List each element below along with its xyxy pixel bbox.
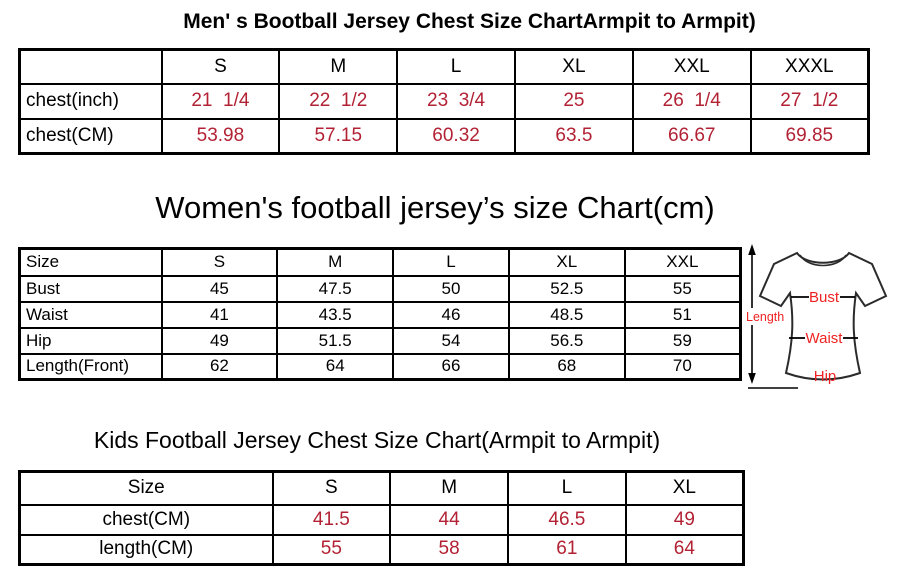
column-header: XXL xyxy=(631,48,752,85)
size-value: 46.5 xyxy=(507,503,627,536)
size-value: 27 1/2 xyxy=(749,82,870,120)
size-value: 64 xyxy=(624,533,745,566)
size-value: 41 xyxy=(160,300,279,329)
size-value: 21 1/4 xyxy=(160,82,281,120)
size-value: 69.85 xyxy=(749,117,870,155)
size-value: 50 xyxy=(392,274,510,303)
table-header-row: Size S M L XL xyxy=(18,470,745,506)
row-label: length(CM) xyxy=(18,533,274,566)
size-value: 41.5 xyxy=(271,503,392,536)
size-value: 52.5 xyxy=(507,274,626,303)
size-value: 64 xyxy=(276,352,395,381)
women-chart-title: Women's football jersey’s size Chart(cm) xyxy=(155,190,715,225)
row-label: Bust xyxy=(18,274,163,303)
size-value: 46 xyxy=(392,300,510,329)
size-value: 54 xyxy=(392,326,510,355)
size-value: 25 xyxy=(513,82,634,120)
row-label: Hip xyxy=(18,326,163,355)
column-header: L xyxy=(396,48,516,85)
table-header-row: S M L XL XXL XXXL xyxy=(18,48,870,85)
women-size-table: Size S M L XL XXL Bust 45 47.5 50 52.5 5… xyxy=(18,247,742,381)
table-row: Hip 49 51.5 54 56.5 59 xyxy=(18,326,742,355)
table-header-row: Size S M L XL XXL xyxy=(18,247,742,277)
size-value: 51.5 xyxy=(276,326,395,355)
size-value: 49 xyxy=(624,503,745,536)
column-header: M xyxy=(389,470,509,506)
size-value: 23 3/4 xyxy=(396,82,516,120)
row-label: Length(Front) xyxy=(18,352,163,381)
size-value: 47.5 xyxy=(276,274,395,303)
column-header: M xyxy=(278,48,399,85)
size-value: 57.15 xyxy=(278,117,399,155)
row-label: chest(inch) xyxy=(18,82,163,120)
table-row: chest(CM) 53.98 57.15 60.32 63.5 66.67 6… xyxy=(18,117,870,155)
length-label: Length xyxy=(746,310,784,324)
bust-label: Bust xyxy=(809,289,840,306)
size-value: 55 xyxy=(623,274,742,303)
size-value: 63.5 xyxy=(513,117,634,155)
size-value: 56.5 xyxy=(507,326,626,355)
size-value: 66.67 xyxy=(631,117,752,155)
column-header xyxy=(18,48,163,85)
kids-chart-title: Kids Football Jersey Chest Size Chart(Ar… xyxy=(93,427,661,453)
size-value: 26 1/4 xyxy=(631,82,752,120)
table-row: chest(inch) 21 1/4 22 1/2 23 3/4 25 26 1… xyxy=(18,82,870,120)
size-value: 43.5 xyxy=(276,300,395,329)
row-label: chest(CM) xyxy=(18,503,274,536)
size-value: 62 xyxy=(160,352,279,381)
row-label: chest(CM) xyxy=(18,117,163,155)
column-header: XL xyxy=(624,470,745,506)
size-value: 49 xyxy=(160,326,279,355)
size-value: 58 xyxy=(389,533,509,566)
men-chart-title: Men' s Bootball Jersey Chest Size ChartA… xyxy=(183,10,756,33)
size-value: 45 xyxy=(160,274,279,303)
column-header: M xyxy=(276,247,395,277)
size-value: 61 xyxy=(507,533,627,566)
column-header: L xyxy=(392,247,510,277)
row-label: Waist xyxy=(18,300,163,329)
size-value: 70 xyxy=(623,352,742,381)
column-header: L xyxy=(507,470,627,506)
length-arrow xyxy=(745,244,787,384)
size-value: 55 xyxy=(271,533,392,566)
size-value: 44 xyxy=(389,503,509,536)
size-value: 66 xyxy=(392,352,510,381)
column-header: XXXL xyxy=(749,48,870,85)
size-value: 60.32 xyxy=(396,117,516,155)
table-row: Bust 45 47.5 50 52.5 55 xyxy=(18,274,742,303)
table-row: chest(CM) 41.5 44 46.5 49 xyxy=(18,503,745,536)
size-value: 59 xyxy=(623,326,742,355)
size-value: 51 xyxy=(623,300,742,329)
size-value: 48.5 xyxy=(507,300,626,329)
column-header: S xyxy=(160,247,279,277)
tshirt-diagram: Bust Waist Hip Length xyxy=(745,244,888,389)
waist-label: Waist xyxy=(806,330,844,347)
column-header: S xyxy=(160,48,281,85)
table-row: Length(Front) 62 64 66 68 70 xyxy=(18,352,742,381)
collar-inner-line xyxy=(799,254,847,267)
column-header: XL xyxy=(513,48,634,85)
men-size-table: S M L XL XXL XXXL chest(inch) 21 1/4 22 … xyxy=(18,48,870,155)
size-value: 22 1/2 xyxy=(278,82,399,120)
size-value: 68 xyxy=(507,352,626,381)
column-header: Size xyxy=(18,470,274,506)
size-value: 53.98 xyxy=(160,117,281,155)
column-header: XL xyxy=(507,247,626,277)
kids-size-table: Size S M L XL chest(CM) 41.5 44 46.5 49 … xyxy=(18,470,745,566)
column-header: Size xyxy=(18,247,163,277)
column-header: S xyxy=(271,470,392,506)
table-row: Waist 41 43.5 46 48.5 51 xyxy=(18,300,742,329)
hip-label: Hip xyxy=(814,368,837,385)
column-header: XXL xyxy=(623,247,742,277)
table-row: length(CM) 55 58 61 64 xyxy=(18,533,745,566)
